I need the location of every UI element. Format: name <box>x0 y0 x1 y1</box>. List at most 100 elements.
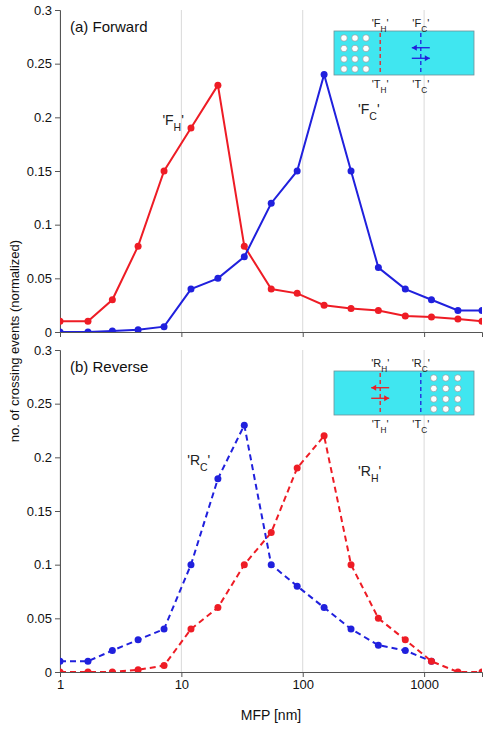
y-axis-title: no. of crossing events (normalized) <box>7 240 22 442</box>
y-tick-mark <box>55 117 60 118</box>
y-tick: 0.1 <box>34 557 60 572</box>
series-marker <box>321 604 328 611</box>
series-line <box>60 425 431 661</box>
y-tick-mark <box>55 171 60 172</box>
inset-label: 'TH' <box>372 78 389 95</box>
series-marker <box>268 561 275 568</box>
inset-particle <box>352 35 359 42</box>
series-marker <box>375 615 382 622</box>
panel-title: (b) Reverse <box>70 358 148 375</box>
inset-particle <box>363 66 370 73</box>
inset-cold-plane <box>420 33 421 73</box>
y-tick-mark <box>55 618 60 619</box>
y-tick-mark <box>55 565 60 566</box>
x-tick <box>303 332 304 337</box>
inset-label: 'RC' <box>412 357 430 374</box>
series-marker <box>187 561 194 568</box>
x-tick-label: 1 <box>57 677 64 692</box>
series-marker <box>109 647 116 654</box>
series-marker <box>60 318 64 325</box>
series-marker <box>294 583 301 590</box>
inset-label: 'FC' <box>412 17 429 34</box>
series-marker <box>84 318 91 325</box>
inset-particle <box>455 375 462 382</box>
grid-line <box>302 10 303 332</box>
y-axis-line <box>55 351 61 673</box>
series-marker <box>109 669 116 673</box>
series-marker <box>187 626 194 633</box>
y-axis: 00.050.10.150.20.250.3 <box>27 3 61 340</box>
plot-area <box>60 71 482 332</box>
y-tick: 0 <box>45 665 60 680</box>
series-marker <box>268 200 275 207</box>
y-tick: 0.05 <box>27 611 60 626</box>
series-marker <box>375 642 382 649</box>
series-line <box>60 85 482 321</box>
series-marker <box>161 626 168 633</box>
inset-arrowhead <box>384 395 389 401</box>
x-tick: 10 <box>175 672 189 692</box>
inset-particle <box>352 56 359 63</box>
series-marker <box>402 647 409 654</box>
inset-particle <box>431 375 438 382</box>
y-tick-mark <box>55 404 60 405</box>
series-marker <box>241 422 248 429</box>
y-tick-label: 0.15 <box>27 164 52 179</box>
inset-particle <box>363 35 370 42</box>
grid-line <box>181 350 182 672</box>
series-marker <box>294 168 301 175</box>
inset-particle <box>455 385 462 392</box>
y-tick-label: 0.1 <box>34 217 52 232</box>
x-tick-label: 1000 <box>410 677 439 692</box>
x-axis-line <box>61 333 483 338</box>
series-marker <box>268 286 275 293</box>
y-tick-mark <box>55 64 60 65</box>
series-marker <box>241 253 248 260</box>
series-line <box>60 74 482 332</box>
series-marker <box>402 636 409 643</box>
series-marker <box>214 82 221 89</box>
series-marker <box>479 669 483 673</box>
series-marker <box>84 329 91 333</box>
series-marker <box>428 296 435 303</box>
inset-arrowhead <box>425 55 430 61</box>
x-tick: 1 <box>57 672 64 692</box>
series-marker <box>454 669 461 673</box>
inset-particle <box>352 66 359 73</box>
inset-particle <box>341 45 348 52</box>
x-tick: 100 <box>292 672 314 692</box>
series-label: 'RC' <box>187 452 210 473</box>
y-tick-label: 0.15 <box>27 504 52 519</box>
y-tick-label: 0.3 <box>34 343 52 358</box>
series-marker <box>321 432 328 439</box>
series-marker <box>241 561 248 568</box>
x-tick-mark <box>181 332 182 337</box>
y-tick-mark <box>55 225 60 226</box>
inset-particle <box>363 56 370 63</box>
series-marker <box>375 307 382 314</box>
series-marker <box>428 658 435 665</box>
y-tick-label: 0.2 <box>34 110 52 125</box>
series-marker <box>454 307 461 314</box>
y-tick: 0.3 <box>34 3 60 18</box>
series-marker <box>402 286 409 293</box>
inset-box <box>334 371 474 415</box>
x-tick: 1000 <box>410 672 439 692</box>
series-marker <box>60 329 64 333</box>
series-marker <box>135 326 142 332</box>
series-marker <box>321 302 328 309</box>
y-tick-mark <box>55 278 60 279</box>
series-marker <box>268 529 275 536</box>
series-marker <box>214 275 221 282</box>
inset-particle <box>455 396 462 403</box>
y-axis: 00.050.10.150.20.250.3 <box>27 343 61 680</box>
y-tick: 0.15 <box>27 504 60 519</box>
y-tick-mark <box>55 350 60 351</box>
series-marker <box>187 286 194 293</box>
series-marker <box>135 636 142 643</box>
series-marker <box>109 296 116 303</box>
y-tick-mark <box>55 672 60 673</box>
inset-arrowhead <box>412 45 417 51</box>
series-marker <box>348 305 355 312</box>
figure: 00.050.10.150.20.250.3'FH''FC'(a) Forwar… <box>0 0 490 738</box>
